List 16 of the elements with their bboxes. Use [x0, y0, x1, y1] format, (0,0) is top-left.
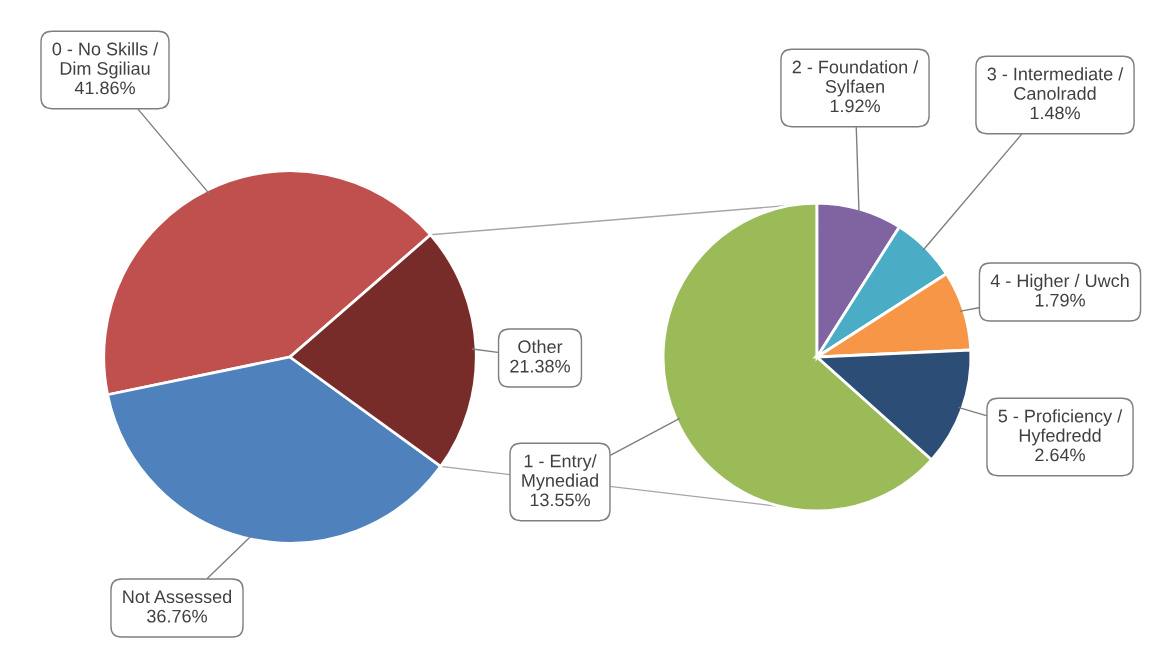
- data-label: 1.92%: [830, 99, 880, 113]
- data-label: 13.55%: [530, 493, 590, 507]
- slice-label: 5 - Proficiency / Hyfedredd: [998, 409, 1123, 446]
- slice-label: 0 - No Skills / Dim Sgiliau: [52, 42, 159, 79]
- slice-label: Other: [518, 339, 563, 354]
- slice-label: 2 - Foundation / Sylfaen: [792, 60, 919, 97]
- data-label: 41.86%: [74, 81, 135, 95]
- slice-label: Not Assessed: [123, 589, 232, 604]
- data-label: 2.64%: [1035, 448, 1085, 462]
- slice-label: 1 - Entry/ Mynediad: [522, 454, 598, 491]
- data-label: 1.48%: [1030, 106, 1080, 120]
- slice-label: 4 - Higher / Uwch: [990, 273, 1129, 291]
- slice-label: 3 - Intermediate / Canolradd: [987, 67, 1124, 100]
- data-label: 21.38%: [510, 359, 570, 373]
- data-label: 1.79%: [1035, 293, 1085, 307]
- data-label: 36.76%: [147, 609, 207, 623]
